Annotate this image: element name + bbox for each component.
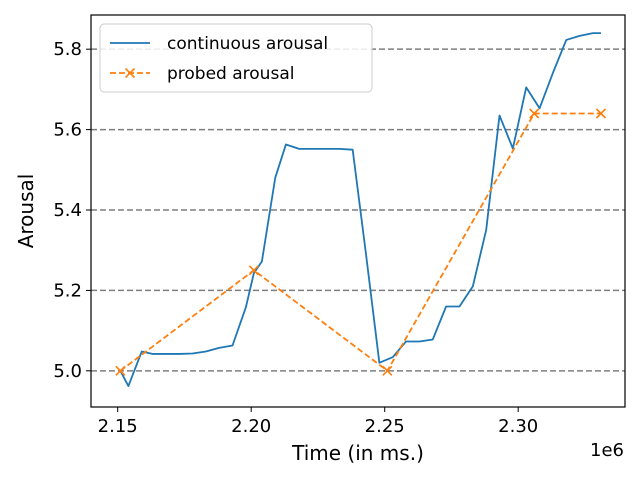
legend-marker-probed (124, 67, 136, 79)
grid-lines (91, 48, 625, 372)
legend-label-probed: probed arousal (167, 64, 294, 84)
data-point-marker (529, 108, 540, 119)
y-tick-label: 5.4 (53, 200, 82, 221)
x-tick-label: 2.20 (231, 416, 271, 437)
legend-label-continuous: continuous arousal (167, 34, 328, 54)
data-point-marker (115, 365, 126, 376)
legend: continuous arousal probed arousal (99, 23, 373, 93)
series-line-1 (119, 112, 601, 372)
axes: 5.0 5.2 5.4 5.6 5.8 2.15 2.20 2.25 2.30 (53, 39, 538, 437)
x-tick-label: 2.30 (498, 416, 538, 437)
plot-frame (90, 14, 626, 408)
y-tick-label: 5.6 (53, 120, 82, 141)
data-point-marker (382, 365, 393, 376)
x-axis-label: Time (in ms.) (291, 441, 424, 465)
series-line-0 (119, 32, 601, 387)
data-point-marker (595, 108, 607, 119)
legend-box (99, 23, 373, 93)
data-point-marker (124, 67, 136, 79)
series-layer (115, 32, 607, 387)
y-tick-label: 5.8 (53, 39, 82, 60)
y-tick-label: 5.2 (53, 280, 82, 301)
x-tick-label: 2.25 (365, 416, 405, 437)
x-offset-label: 1e6 (590, 440, 624, 461)
y-tick-label: 5.0 (53, 361, 82, 382)
data-point-marker (248, 265, 259, 276)
y-axis-label: Arousal (14, 174, 38, 249)
x-tick-label: 2.15 (98, 416, 138, 437)
